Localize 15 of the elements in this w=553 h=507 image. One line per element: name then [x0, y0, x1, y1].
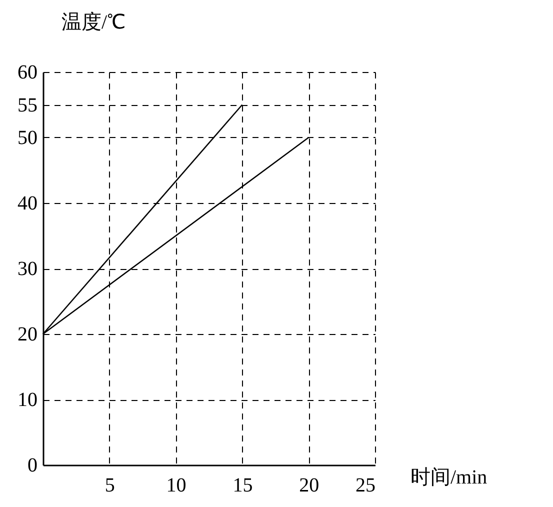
x-axis-title: 时间/min — [410, 466, 488, 488]
y-tick-label: 10 — [18, 389, 38, 411]
y-axis-title: 温度/℃ — [62, 12, 126, 34]
x-tick-label: 25 — [356, 474, 376, 496]
y-tick-label: 55 — [18, 94, 38, 116]
x-tick-label: 5 — [104, 474, 115, 496]
y-tick-label: 60 — [18, 62, 38, 84]
y-tick-label: 40 — [18, 192, 38, 214]
y-tick-label: 30 — [18, 258, 38, 280]
x-tick-label: 20 — [299, 474, 320, 496]
y-tick-label: 20 — [18, 324, 38, 346]
x-tick-label: 10 — [166, 474, 186, 496]
x-tick-label: 15 — [232, 474, 253, 496]
y-tick-label: 0 — [28, 454, 38, 476]
y-tick-label: 50 — [18, 127, 38, 149]
